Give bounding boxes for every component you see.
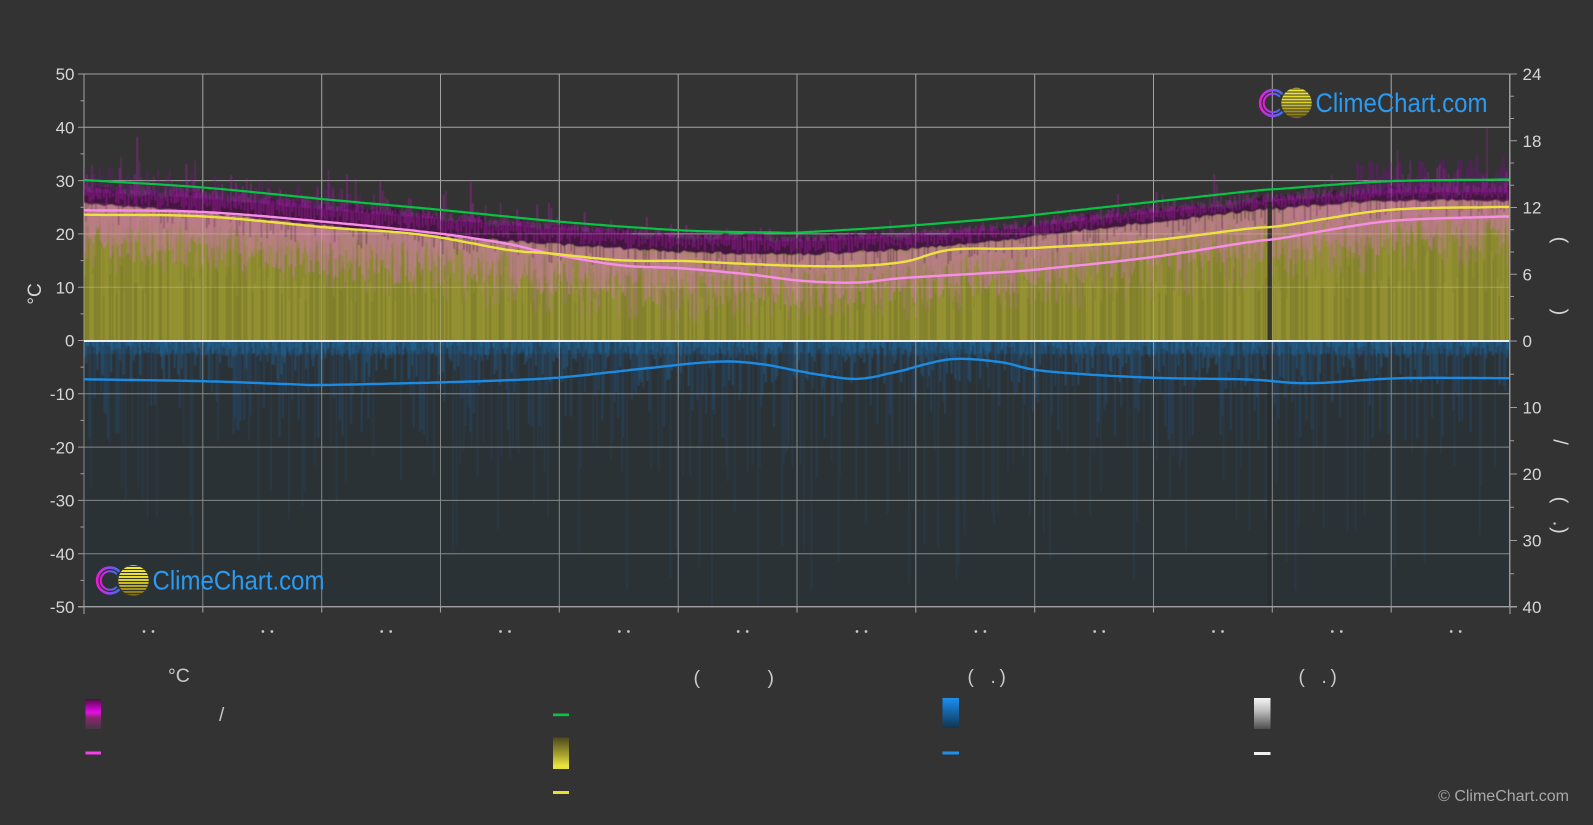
svg-text:ClimeChart.com: ClimeChart.com	[153, 566, 325, 596]
svg-text:°C: °C	[168, 665, 190, 687]
svg-text:50: 50	[56, 65, 75, 84]
svg-text:0: 0	[1523, 332, 1532, 351]
svg-text:12: 12	[1523, 199, 1542, 218]
svg-text:): )	[768, 667, 775, 689]
svg-text:-40: -40	[50, 545, 75, 564]
svg-text:): )	[1331, 667, 1337, 688]
svg-text:0: 0	[65, 332, 74, 351]
svg-text:(: (	[1549, 497, 1571, 504]
svg-text:6: 6	[1523, 265, 1532, 284]
svg-text:.: .	[1322, 667, 1327, 688]
svg-text:.: .	[991, 667, 996, 688]
svg-text:-30: -30	[50, 492, 75, 511]
svg-text:/: /	[219, 705, 225, 726]
svg-text:(: (	[694, 667, 701, 689]
svg-text:-10: -10	[50, 385, 75, 404]
svg-text:(: (	[1299, 667, 1306, 688]
svg-text:ClimeChart.com: ClimeChart.com	[1316, 88, 1488, 118]
svg-text:(: (	[1549, 237, 1571, 244]
svg-text:.: .	[1549, 521, 1571, 527]
svg-text:°C: °C	[25, 283, 46, 304]
svg-text:18: 18	[1523, 132, 1542, 151]
svg-text:): )	[1000, 667, 1006, 688]
svg-text:-50: -50	[50, 598, 75, 617]
svg-text:20: 20	[1523, 465, 1542, 484]
svg-text:© ClimeChart.com: © ClimeChart.com	[1438, 788, 1569, 805]
svg-text:10: 10	[1523, 399, 1542, 418]
svg-text:(: (	[968, 667, 975, 688]
svg-text:20: 20	[56, 225, 75, 244]
svg-text:): )	[1549, 309, 1571, 316]
svg-text:40: 40	[56, 119, 75, 138]
svg-text:): )	[1549, 527, 1571, 534]
svg-text:30: 30	[1523, 532, 1542, 551]
svg-text:-20: -20	[50, 438, 75, 457]
svg-text:24: 24	[1523, 65, 1542, 84]
svg-text:30: 30	[56, 172, 75, 191]
svg-text:40: 40	[1523, 598, 1542, 617]
svg-text:/: /	[1549, 439, 1571, 445]
svg-text:10: 10	[56, 278, 75, 297]
